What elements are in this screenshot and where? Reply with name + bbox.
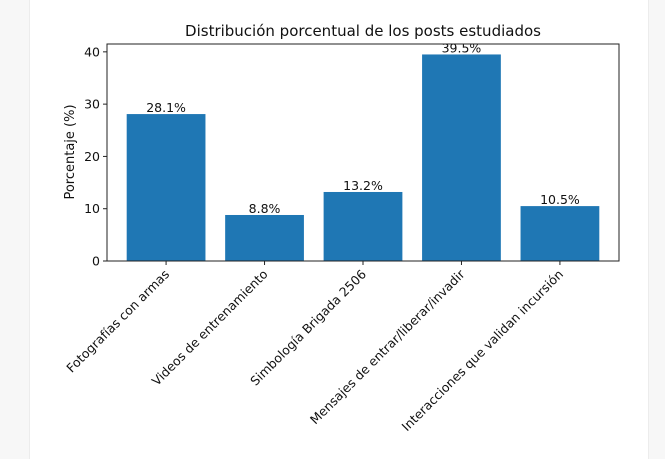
bar (323, 191, 403, 261)
bar (126, 114, 206, 261)
x-tick-label: Interacciones que validan incursión (399, 267, 566, 434)
x-tick-label: Fotografías con armas (63, 267, 172, 376)
data-label: 39.5% (442, 40, 482, 55)
y-axis-label: Porcentaje (%) (63, 104, 78, 199)
y-tick-label: 30 (84, 97, 100, 112)
data-label: 13.2% (343, 178, 383, 193)
x-tick-label: Videos de entrenamiento (149, 267, 271, 389)
x-tick-label: Mensajes de entrar/liberar/invadir (307, 266, 468, 427)
data-label: 10.5% (540, 192, 580, 207)
y-tick-label: 40 (84, 44, 100, 59)
x-tick-label: Simbología Brigada 2506 (247, 266, 369, 388)
data-label: 28.1% (146, 100, 186, 115)
bar (422, 54, 501, 262)
y-tick-label: 10 (84, 201, 100, 216)
y-tick-label: 0 (92, 254, 100, 269)
bar (225, 214, 304, 261)
plot-frame (106, 43, 620, 262)
y-tick-label: 20 (84, 149, 100, 164)
chart-title: Distribución porcentual de los posts est… (185, 22, 541, 40)
data-label: 8.8% (249, 201, 281, 216)
bar (520, 206, 600, 261)
